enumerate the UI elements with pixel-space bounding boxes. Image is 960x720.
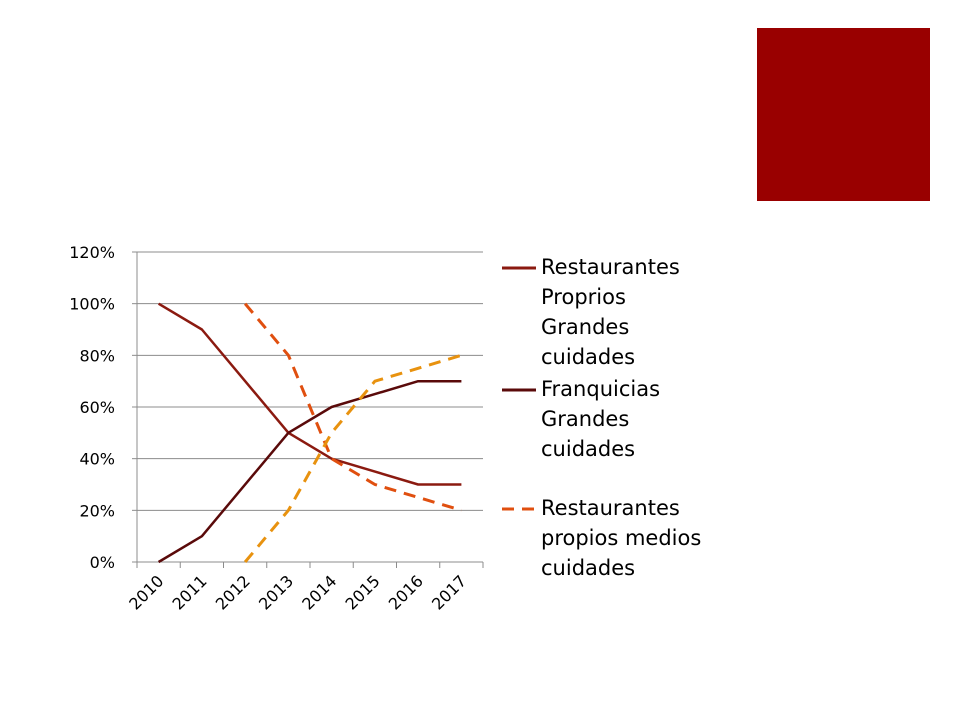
series-line-1 [157,379,462,564]
axes: 0%20%40%60%80%100%120%2010 2011 2012 2013 20… [69,243,484,614]
legend: Restaurantes Proprios Grandes cuidades Franq… [502,255,701,580]
legend-label: Franquicias [541,377,660,401]
legend-label: cuidades [541,345,635,369]
y-tick-label: 60% [79,398,115,417]
legend-label: cuidades [541,437,635,461]
legend-label: Grandes [541,407,629,431]
y-tick-label: 120% [69,243,115,262]
legend-label: propios medios [541,526,701,550]
x-tick-label: 2014 [298,571,340,613]
accent-square [757,28,930,201]
series-line-3 [243,353,462,563]
legend-label: cuidades [541,556,635,580]
legend-label: Grandes [541,315,629,339]
y-tick-label: 40% [79,450,115,469]
y-tick-label: 0% [90,553,115,572]
grid-lines [137,251,483,563]
legend-label: Restaurantes [541,255,680,279]
y-tick-label: 100% [69,295,115,314]
legend-label: Proprios [541,285,626,309]
x-tick-label: 2017 [428,571,470,613]
series-line-0 [157,302,462,486]
x-tick-label: 2011 [168,571,210,613]
series-lines [157,302,462,564]
x-tick-label: 2012 [212,571,254,613]
y-tick-label: 20% [79,501,115,520]
legend-label: Restaurantes [541,496,680,520]
x-tick-label: 2010 [125,571,167,613]
x-tick-label: 2016 [385,571,427,613]
y-tick-label: 80% [79,346,115,365]
series-line-2 [243,302,462,512]
x-tick-label: 2013 [255,571,297,613]
x-tick-label: 2015 [341,571,383,613]
